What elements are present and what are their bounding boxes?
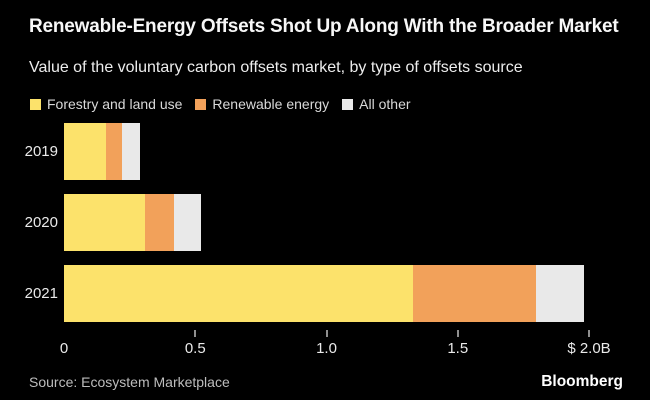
bar-segment: [121, 123, 141, 180]
axis-tick-mark: [194, 330, 197, 337]
bar-row-2020: 2020: [0, 194, 650, 251]
bloomberg-logo: Bloomberg: [541, 373, 623, 390]
bar-stack: [64, 123, 141, 180]
axis-tick-label: 1.5: [447, 340, 469, 357]
bar-stack: [64, 265, 584, 322]
bar-segment: [536, 265, 584, 322]
axis-tick-label: 1.0: [316, 340, 337, 357]
legend-swatch-icon: [195, 98, 207, 110]
category-label: 2019: [24, 143, 58, 160]
axis-tick-label: $ 2.0B: [567, 340, 611, 357]
category-label: 2020: [24, 214, 58, 231]
bar-stack: [64, 194, 201, 251]
legend-label: Renewable energy: [212, 96, 330, 112]
legend: Forestry and land use Renewable energy All…: [30, 96, 424, 112]
axis-tick-mark: [325, 330, 328, 337]
bar-row-2021: 2021: [0, 265, 650, 322]
legend-item: All other: [342, 96, 411, 112]
bar-segment: [106, 123, 122, 180]
bar-segment: [413, 265, 537, 322]
bar-segment: [174, 194, 201, 251]
source-note: Source: Ecosystem Marketplace: [29, 374, 230, 390]
chart-title: Renewable-Energy Offsets Shot Up Along W…: [29, 16, 619, 37]
bar-segment: [64, 194, 146, 251]
axis-tick-mark: [456, 330, 459, 337]
bar-row-2019: 2019: [0, 123, 650, 180]
category-label: 2021: [24, 285, 58, 302]
legend-label: Forestry and land use: [47, 96, 183, 112]
legend-item: Renewable energy: [195, 96, 329, 112]
legend-item: Forestry and land use: [30, 96, 182, 112]
bar-segment: [64, 265, 414, 322]
legend-swatch-icon: [342, 98, 354, 110]
axis-tick-mark: [588, 330, 590, 337]
chart-subtitle: Value of the voluntary carbon offsets ma…: [29, 59, 523, 76]
bar-segment: [145, 194, 175, 251]
legend-label: All other: [359, 96, 411, 112]
bar-segment: [64, 123, 106, 180]
axis-tick-label: 0.5: [184, 340, 206, 357]
legend-swatch-icon: [30, 98, 41, 110]
axis-tick-label: 0: [59, 340, 69, 357]
